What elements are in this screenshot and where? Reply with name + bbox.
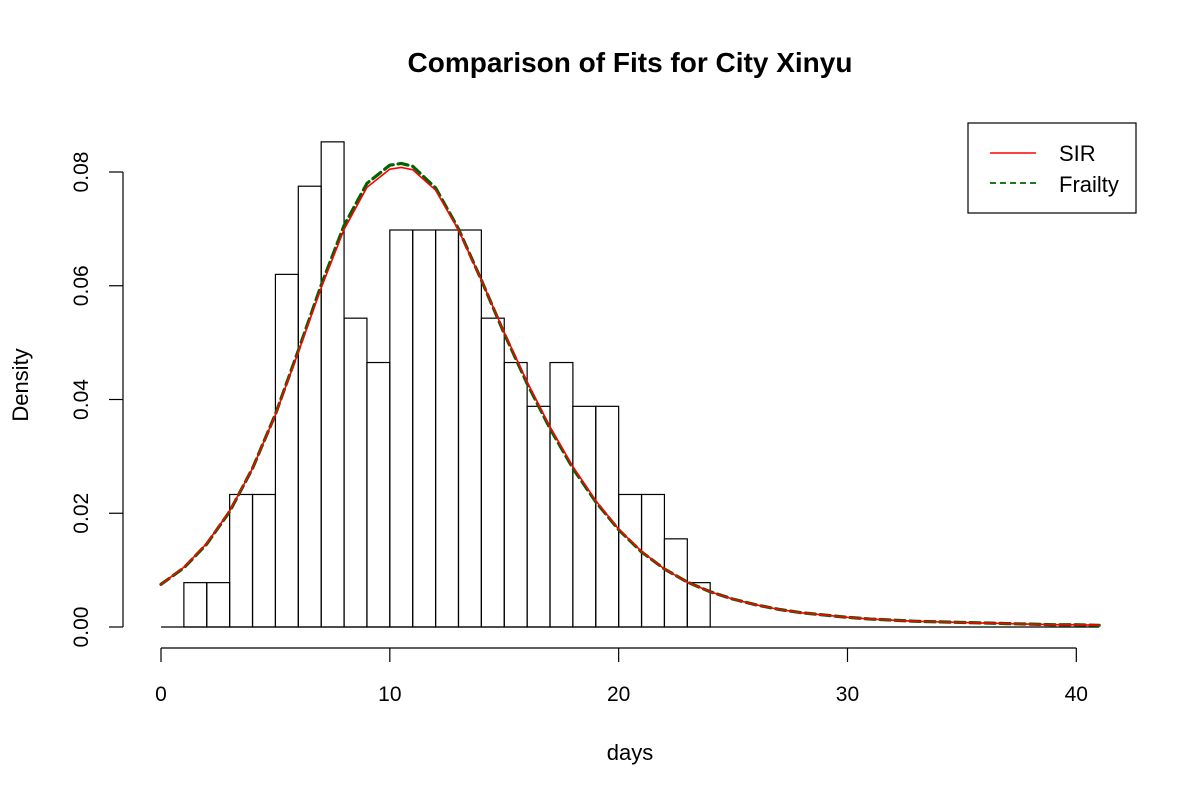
histogram-bar <box>480 317 505 628</box>
legend-label-frailty: Frailty <box>1059 172 1119 197</box>
y-axis: 0.00 0.02 0.04 0.06 0.08 <box>70 152 124 648</box>
histogram-bar <box>320 141 345 628</box>
legend: SIR Frailty <box>967 122 1137 214</box>
y-tick-label: 0.04 <box>70 379 93 420</box>
histogram-bar <box>389 229 414 628</box>
histogram-bar <box>274 273 299 628</box>
chart-title: Comparison of Fits for City Xinyu <box>408 47 853 78</box>
x-tick-label: 40 <box>1065 683 1088 706</box>
y-tick-label: 0.06 <box>70 265 93 306</box>
histogram-bar <box>297 185 322 628</box>
fit-curves <box>159 161 1101 627</box>
histogram-bar <box>549 361 574 628</box>
histogram-bar <box>618 493 643 628</box>
histogram-bar <box>503 361 528 628</box>
histogram-bar <box>526 405 551 628</box>
histogram-bar <box>251 493 277 628</box>
histogram-bar <box>412 229 437 628</box>
x-tick-label: 0 <box>155 683 167 706</box>
histogram-bar <box>457 229 482 628</box>
y-tick-label: 0.02 <box>70 493 93 534</box>
histogram-bars <box>161 141 1100 628</box>
histogram-bar <box>572 405 597 628</box>
legend-box <box>967 122 1137 214</box>
histogram-bar <box>663 538 688 628</box>
histogram-bar <box>343 317 368 628</box>
curve-frailty <box>159 161 1101 627</box>
histogram-bar <box>183 582 208 628</box>
histogram-bar <box>686 582 711 628</box>
x-tick-label: 10 <box>378 683 401 706</box>
histogram-bar <box>206 582 231 628</box>
x-tick-label: 20 <box>607 683 630 706</box>
x-axis-label: days <box>607 740 653 765</box>
y-axis-label: Density <box>8 348 33 421</box>
y-tick-label: 0.00 <box>70 607 93 648</box>
y-tick-label: 0.08 <box>70 152 93 193</box>
x-axis: 0 10 20 30 40 <box>155 647 1088 706</box>
legend-label-sir: SIR <box>1059 141 1096 166</box>
histogram-bar <box>229 493 254 628</box>
curve-sir <box>160 166 1100 627</box>
histogram-bar <box>595 405 620 628</box>
x-tick-label: 30 <box>836 683 859 706</box>
histogram-bar <box>366 361 391 628</box>
histogram-bar <box>434 229 460 628</box>
